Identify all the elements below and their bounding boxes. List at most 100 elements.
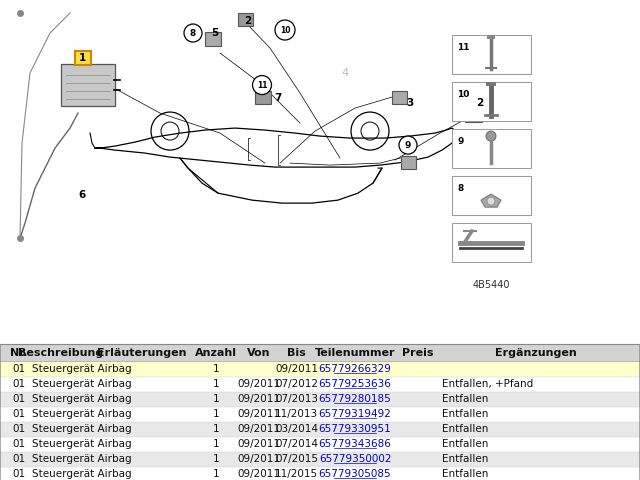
Text: 65779266329: 65779266329 (319, 364, 392, 374)
Text: 5: 5 (211, 28, 219, 38)
FancyBboxPatch shape (392, 91, 406, 104)
Text: Steuergerät Airbag: Steuergerät Airbag (32, 454, 132, 464)
Text: 65779280185: 65779280185 (319, 394, 392, 404)
Text: 2: 2 (476, 98, 484, 108)
Text: Entfallen, +Pfand: Entfallen, +Pfand (442, 379, 533, 389)
Text: Beschreibung: Beschreibung (19, 348, 104, 358)
FancyBboxPatch shape (401, 156, 415, 168)
FancyBboxPatch shape (486, 82, 496, 86)
Text: 07/2012: 07/2012 (275, 379, 318, 389)
Text: 65779330951: 65779330951 (319, 424, 392, 434)
Text: 7: 7 (275, 93, 282, 103)
Text: Steuergerät Airbag: Steuergerät Airbag (32, 439, 132, 449)
Text: 1: 1 (212, 379, 220, 389)
Text: 01: 01 (12, 394, 26, 404)
Polygon shape (481, 194, 501, 207)
Text: 03/2014: 03/2014 (275, 424, 318, 434)
Text: Entfallen: Entfallen (442, 424, 488, 434)
Text: 11/2013: 11/2013 (275, 409, 318, 419)
FancyBboxPatch shape (0, 452, 640, 467)
Text: 1: 1 (212, 439, 220, 449)
FancyBboxPatch shape (0, 377, 640, 392)
FancyBboxPatch shape (255, 91, 271, 104)
FancyBboxPatch shape (451, 129, 531, 168)
Text: 65779319492: 65779319492 (319, 409, 392, 419)
FancyBboxPatch shape (0, 344, 640, 361)
Text: 1: 1 (212, 469, 220, 479)
Text: 01: 01 (12, 424, 26, 434)
Text: 09/2011: 09/2011 (275, 364, 318, 374)
FancyBboxPatch shape (451, 82, 531, 120)
Text: 65779305085: 65779305085 (319, 469, 391, 479)
Text: 1: 1 (212, 454, 220, 464)
FancyBboxPatch shape (74, 50, 90, 64)
Text: 07/2015: 07/2015 (275, 454, 318, 464)
Circle shape (486, 131, 496, 141)
FancyBboxPatch shape (487, 35, 495, 39)
Text: 01: 01 (12, 409, 26, 419)
Text: 1: 1 (212, 394, 220, 404)
Text: Entfallen: Entfallen (442, 409, 488, 419)
Text: 07/2013: 07/2013 (275, 394, 318, 404)
Text: 01: 01 (12, 454, 26, 464)
Text: 10: 10 (457, 90, 469, 99)
Text: 1: 1 (212, 409, 220, 419)
Text: Anzahl: Anzahl (195, 348, 237, 358)
Text: 9: 9 (405, 141, 411, 150)
Text: Erläuterungen: Erläuterungen (97, 348, 187, 358)
Text: 01: 01 (12, 469, 26, 479)
Circle shape (487, 197, 495, 205)
Text: 01: 01 (12, 439, 26, 449)
FancyBboxPatch shape (451, 176, 531, 215)
Text: Steuergerät Airbag: Steuergerät Airbag (32, 409, 132, 419)
Text: Steuergerät Airbag: Steuergerät Airbag (32, 424, 132, 434)
Text: 09/2011: 09/2011 (237, 439, 280, 449)
Text: Ergänzungen: Ergänzungen (495, 348, 577, 358)
Circle shape (253, 75, 271, 95)
FancyBboxPatch shape (0, 392, 640, 407)
Text: Steuergerät Airbag: Steuergerät Airbag (32, 394, 132, 404)
Text: 3: 3 (406, 98, 413, 108)
Text: 1: 1 (79, 52, 86, 62)
Text: Entfallen: Entfallen (442, 469, 488, 479)
Text: 01: 01 (12, 379, 26, 389)
FancyBboxPatch shape (0, 467, 640, 480)
Text: 2: 2 (244, 16, 252, 26)
Text: 10: 10 (280, 25, 291, 35)
Text: 11: 11 (257, 81, 268, 90)
Text: Entfallen: Entfallen (442, 394, 488, 404)
Circle shape (399, 136, 417, 154)
Text: 1: 1 (212, 424, 220, 434)
Text: Steuergerät Airbag: Steuergerät Airbag (32, 364, 132, 374)
Text: 09/2011: 09/2011 (237, 394, 280, 404)
Text: Steuergerät Airbag: Steuergerät Airbag (32, 379, 132, 389)
Text: 65779350002: 65779350002 (319, 454, 391, 464)
Text: 8: 8 (457, 184, 463, 193)
FancyBboxPatch shape (0, 407, 640, 422)
Text: Von: Von (247, 348, 271, 358)
Text: 6: 6 (78, 190, 86, 200)
Text: Preis: Preis (402, 348, 433, 358)
Text: 07/2014: 07/2014 (275, 439, 318, 449)
Text: 9: 9 (457, 137, 463, 146)
Text: 01: 01 (12, 364, 26, 374)
Text: 11: 11 (457, 43, 470, 52)
FancyBboxPatch shape (451, 35, 531, 73)
Text: 4: 4 (341, 68, 349, 78)
Text: Steuergerät Airbag: Steuergerät Airbag (32, 469, 132, 479)
Text: 09/2011: 09/2011 (237, 469, 280, 479)
Text: 1: 1 (212, 364, 220, 374)
FancyBboxPatch shape (205, 32, 221, 46)
Text: 4B5440: 4B5440 (472, 280, 509, 290)
Text: 65779343686: 65779343686 (319, 439, 392, 449)
Text: 11/2015: 11/2015 (275, 469, 318, 479)
FancyBboxPatch shape (451, 223, 531, 262)
Circle shape (275, 20, 295, 40)
Text: Entfallen: Entfallen (442, 439, 488, 449)
FancyBboxPatch shape (465, 108, 481, 121)
FancyBboxPatch shape (61, 64, 115, 106)
Text: 65779253636: 65779253636 (319, 379, 392, 389)
Text: 09/2011: 09/2011 (237, 409, 280, 419)
FancyBboxPatch shape (237, 12, 253, 25)
Text: 09/2011: 09/2011 (237, 379, 280, 389)
